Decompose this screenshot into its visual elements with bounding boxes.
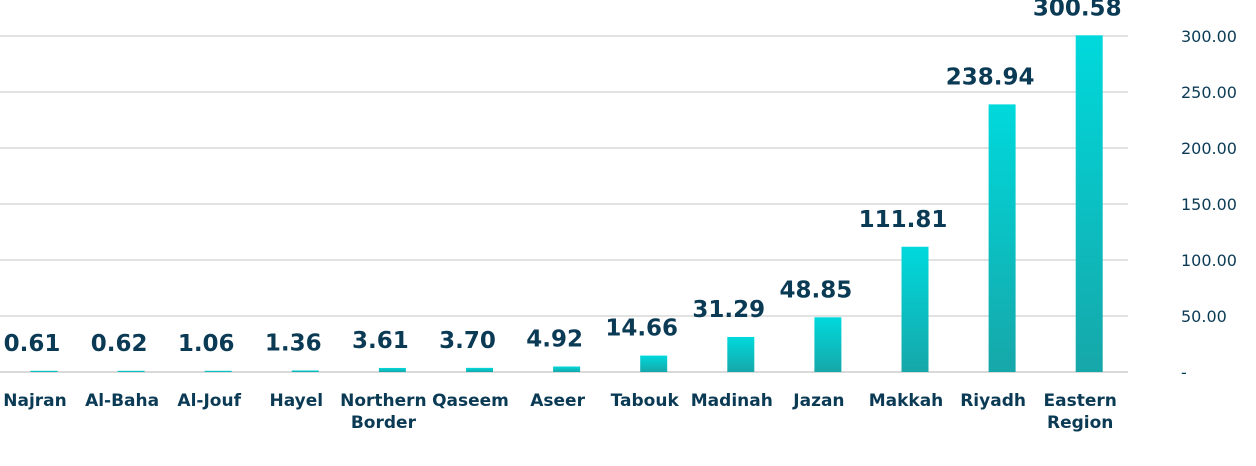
data-label: 1.36 bbox=[265, 330, 322, 356]
bar bbox=[1075, 35, 1103, 372]
bar bbox=[814, 317, 842, 372]
category-label-line: Northern bbox=[340, 391, 427, 411]
category-label-line: Al-Jouf bbox=[177, 391, 241, 411]
category-label-line: Eastern bbox=[1044, 391, 1117, 411]
category-label-line: Qaseem bbox=[432, 391, 509, 411]
y-tick-label: 300.00 bbox=[1181, 27, 1237, 46]
category-label: Jazan bbox=[792, 391, 844, 411]
bar bbox=[117, 370, 145, 372]
bar bbox=[640, 355, 668, 372]
category-label-line: Hayel bbox=[269, 391, 323, 411]
y-tick-label: 250.00 bbox=[1181, 83, 1237, 102]
category-label-line: Madinah bbox=[691, 391, 773, 411]
category-label-line: Tabouk bbox=[611, 391, 680, 411]
y-tick-label: 100.00 bbox=[1181, 251, 1237, 270]
category-label-line: Border bbox=[351, 413, 417, 433]
data-label: 14.66 bbox=[605, 316, 678, 342]
data-label: 31.29 bbox=[692, 297, 765, 323]
data-label: 4.92 bbox=[526, 326, 583, 352]
category-label: Najran bbox=[3, 391, 66, 411]
category-label-line: Aseer bbox=[530, 391, 585, 411]
category-label: Northern Border bbox=[340, 391, 427, 433]
category-label-line: Jazan bbox=[792, 391, 844, 411]
category-label: Eastern Region bbox=[1044, 391, 1117, 433]
category-label-line: Makkah bbox=[869, 391, 944, 411]
category-label: Riyadh bbox=[960, 391, 1026, 411]
y-tick-label: 200.00 bbox=[1181, 139, 1237, 158]
bar bbox=[378, 367, 406, 372]
category-label: Madinah bbox=[691, 391, 773, 411]
bar bbox=[204, 370, 232, 372]
data-label: 300.58 bbox=[1033, 0, 1122, 21]
data-label: 111.81 bbox=[859, 207, 948, 233]
x-axis: Najran Al-Baha Al-Jouf Hayel Northern BorderQ… bbox=[3, 391, 1117, 433]
y-tick-label: 50.00 bbox=[1181, 307, 1227, 326]
bar bbox=[30, 370, 58, 372]
bar bbox=[291, 370, 319, 372]
category-label: Hayel bbox=[269, 391, 323, 411]
category-label: Tabouk bbox=[611, 391, 680, 411]
y-tick-label: 150.00 bbox=[1181, 195, 1237, 214]
category-label: Aseer bbox=[530, 391, 585, 411]
data-label: 0.61 bbox=[4, 331, 61, 357]
value-labels: 0.61 0.62 1.06 1.36 3.61 3.70 4.92 14.66 31.29 48… bbox=[4, 0, 1122, 357]
bar bbox=[901, 246, 929, 372]
y-axis: - 50.00 100.00 150.00 200.00 250.00 300.00 bbox=[1181, 27, 1237, 382]
bars bbox=[30, 35, 1103, 372]
y-tick-label: - bbox=[1181, 363, 1187, 382]
category-label: Makkah bbox=[869, 391, 944, 411]
data-label: 0.62 bbox=[91, 331, 148, 357]
category-label: Al-Jouf bbox=[177, 391, 241, 411]
category-label: Al-Baha bbox=[85, 391, 159, 411]
bar bbox=[466, 367, 493, 372]
category-label: Qaseem bbox=[432, 391, 509, 411]
data-label: 48.85 bbox=[780, 277, 853, 303]
bar bbox=[553, 366, 581, 372]
data-label: 238.94 bbox=[946, 64, 1035, 90]
category-label-line: Riyadh bbox=[960, 391, 1026, 411]
bar bbox=[727, 336, 755, 372]
data-label: 3.70 bbox=[439, 328, 496, 354]
gridlines bbox=[0, 35, 1128, 373]
category-label-line: Region bbox=[1047, 413, 1113, 433]
category-label-line: Al-Baha bbox=[85, 391, 159, 411]
data-label: 1.06 bbox=[178, 331, 235, 357]
data-label: 3.61 bbox=[352, 328, 409, 354]
bar bbox=[988, 104, 1016, 372]
category-label-line: Najran bbox=[3, 391, 66, 411]
